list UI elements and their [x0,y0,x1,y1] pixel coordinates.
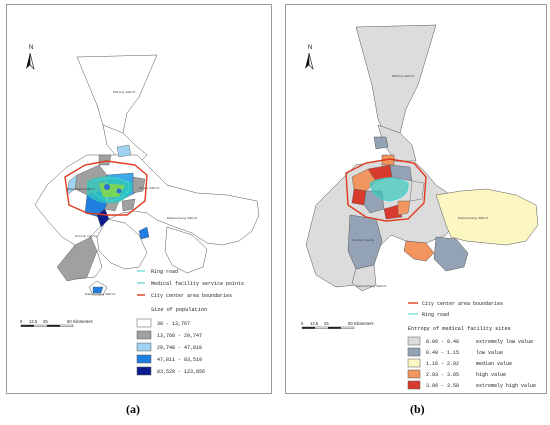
svg-text:3.06 - 3.58: 3.06 - 3.58 [426,383,459,389]
legend-boundaries: City center area boundaries [422,301,503,307]
svg-text:0: 0 [301,321,304,326]
district-label: Dabancheng district [356,284,387,288]
north-label: N [29,45,33,51]
district-label: Dabancheng district [85,292,116,296]
service-points [370,178,409,201]
legend-population-title: Size of population [151,307,207,313]
svg-text:0.49 - 1.15: 0.49 - 1.15 [426,350,459,356]
svg-text:extremely low value: extremely low value [476,339,533,345]
legend: City center area boundaries Ring road En… [407,301,536,390]
svg-text:13,768 - 29,747: 13,768 - 29,747 [157,333,202,339]
map-panel-a: N Midong di [6,4,272,394]
caption-a: (a) [126,402,140,416]
svg-text:12.5: 12.5 [310,321,319,326]
svg-text:0.00 - 0.48: 0.00 - 0.48 [426,339,459,345]
population-map: N Midong di [20,45,260,376]
city-center-boundary [64,160,148,216]
north-label: N [308,45,312,51]
district-label: Dabancheng district [458,216,489,220]
district-label: Urumqi county [75,234,97,238]
entropy-map: N Midong district Dabancheng district Ur… [301,24,539,390]
ring-road-line [90,177,130,202]
svg-text:29,748 - 47,810: 29,748 - 47,810 [157,345,202,351]
city-center-boundary [345,158,427,222]
svg-text:47,811 - 83,519: 47,811 - 83,519 [157,357,202,363]
legend-ring-road: Ring road [422,312,449,318]
district-label: Xinshi district [139,186,160,190]
svg-text:high value: high value [476,372,506,378]
svg-text:50 Kilometers: 50 Kilometers [348,321,374,326]
study-area [305,24,539,292]
map-panel-b: N Midong district Dabancheng district Ur… [285,4,547,394]
svg-text:12.5: 12.5 [29,319,38,324]
north-arrow-icon: N [26,45,35,70]
legend-service-points: Medical facility service points [151,281,244,287]
district-label: Urumqi county [352,238,374,242]
district-label: Shayibake district [67,187,95,191]
svg-text:25: 25 [324,321,329,326]
svg-text:low value: low value [476,350,503,356]
legend-entropy-title: Entropy of medical facility sites [408,326,511,332]
caption-b: (b) [410,402,425,416]
ring-road-line [369,177,409,202]
scale-bar: 0 12.5 25 50 Kilometers [20,319,93,327]
north-arrow-icon: N [305,45,314,70]
district-label: Midong district [392,74,415,78]
svg-text:50 Kilometers: 50 Kilometers [67,319,93,324]
legend: Ring road Medical facility service point… [136,269,244,376]
svg-text:1.16 - 2.02: 1.16 - 2.02 [426,361,459,367]
district-label: Midong district [113,90,136,94]
svg-text:0: 0 [20,319,23,324]
scale-bar: 0 12.5 25 50 Kilometers [301,321,374,329]
svg-text:25: 25 [43,319,48,324]
legend-ring-road: Ring road [151,269,178,275]
district-label: Dabancheng district [167,216,198,220]
svg-text:30 - 13,767: 30 - 13,767 [157,321,190,327]
svg-text:extremely high value: extremely high value [476,383,536,389]
svg-text:83,520 - 123,856: 83,520 - 123,856 [157,369,205,375]
legend-boundaries: City center area boundaries [151,293,232,299]
svg-text:2.03 - 3.05: 2.03 - 3.05 [426,372,459,378]
svg-text:median value: median value [476,361,512,367]
